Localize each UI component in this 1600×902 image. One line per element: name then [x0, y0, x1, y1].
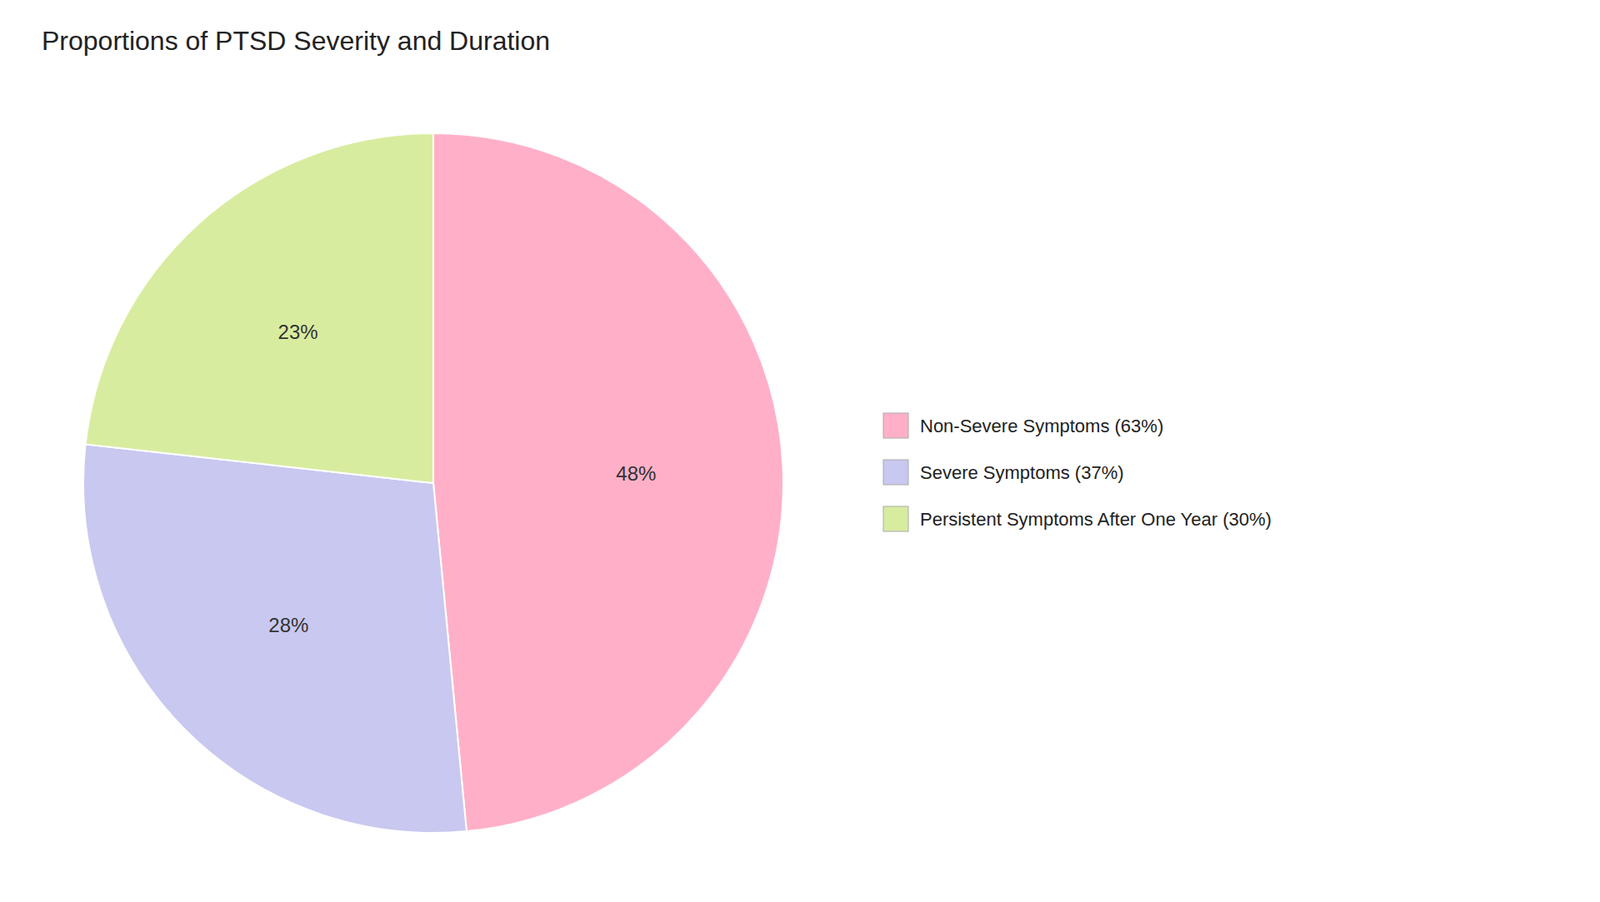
data-label: 48% — [615, 462, 656, 485]
title: Proportions of PTSD Severity and Duratio… — [41, 25, 550, 56]
slice — [83, 444, 467, 834]
legend-item: Severe Symptoms (37%) — [883, 460, 1125, 485]
slice — [433, 133, 784, 832]
data-label: 23% — [278, 320, 319, 344]
slice — [85, 133, 434, 484]
legend-label: Persistent Symptoms After One Year (30%) — [920, 509, 1272, 530]
data-label: 28% — [268, 614, 309, 637]
legend-label: Severe Symptoms (37%) — [920, 462, 1125, 484]
data-labels: 48% 28% 23% — [268, 320, 656, 637]
legend-item: Non-Severe Symptoms (63%) — [883, 413, 1164, 439]
legend-swatch — [883, 506, 909, 532]
pie: 48% 28% 23% — [83, 133, 784, 834]
legend-item: Persistent Symptoms After One Year (30%) — [883, 506, 1272, 532]
legend-swatch — [883, 413, 909, 439]
legend-swatch — [883, 460, 909, 485]
legend-label: Non-Severe Symptoms (63%) — [920, 415, 1164, 437]
legend: Non-Severe Symptoms (63%) Severe Symptoms… — [883, 413, 1272, 532]
slices — [83, 133, 784, 834]
chart: Proportions of PTSD Severity and Duratio… — [0, 0, 1600, 902]
